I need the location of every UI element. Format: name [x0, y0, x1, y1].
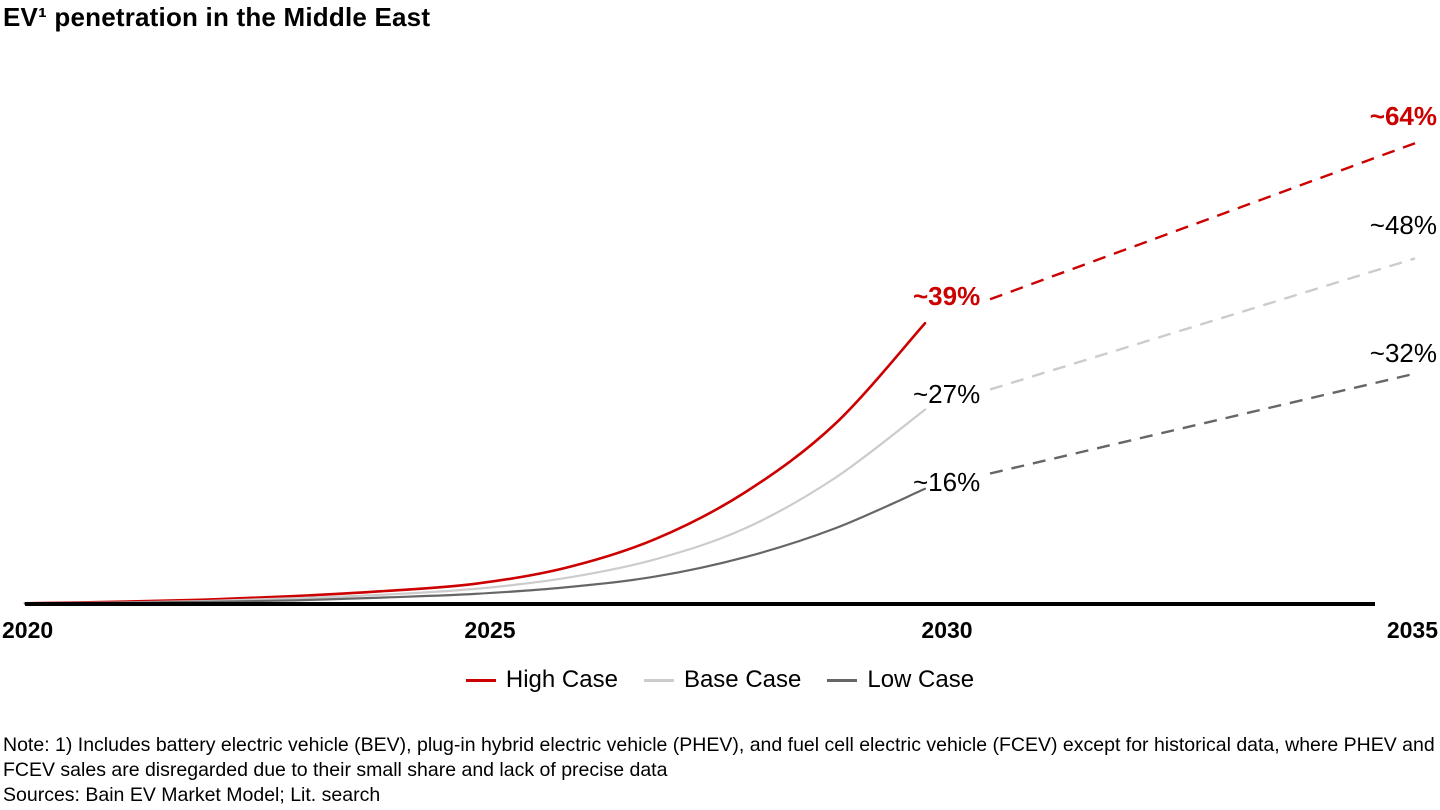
legend-label: High Case [505, 666, 618, 693]
x-tick-2030: 2030 [921, 617, 973, 643]
x-tick-2025: 2025 [464, 617, 516, 643]
legend: High Case Base Case Low Case [0, 666, 1440, 694]
base-case-line-icon [643, 678, 674, 682]
projection-high-case [989, 142, 1416, 301]
sources-text: Sources: Bain EV Market Model; Lit. sear… [3, 784, 381, 806]
line-base-case [23, 408, 927, 605]
value-label-high-2035: ~64% [1369, 101, 1437, 131]
x-tick-2035: 2035 [1386, 617, 1438, 643]
legend-label: Low Case [867, 666, 975, 693]
value-label-low-2035: ~32% [1369, 338, 1437, 368]
footnote-text: Note: 1) Includes battery electric vehic… [3, 734, 1435, 781]
value-label-base-2035: ~48% [1369, 210, 1437, 240]
legend-item-high-case: High Case [465, 666, 618, 694]
low-case-line-icon [827, 678, 858, 682]
legend-label: Base Case [683, 666, 802, 693]
footnote-block: Note: 1) Includes battery electric vehic… [3, 733, 1437, 808]
legend-item-low-case: Low Case [827, 666, 974, 694]
value-label-base-2030: ~27% [913, 379, 981, 409]
line-high-case [23, 321, 927, 605]
legend-item-base-case: Base Case [643, 666, 802, 694]
projection-low-case [989, 372, 1416, 475]
value-label-high-2030: ~39% [913, 281, 981, 311]
value-label-low-2030: ~16% [913, 467, 981, 497]
page-title: EV¹ penetration in the Middle East [3, 2, 431, 32]
x-tick-2020: 2020 [2, 617, 54, 643]
projection-base-case [989, 257, 1416, 391]
high-case-line-icon [465, 678, 496, 682]
